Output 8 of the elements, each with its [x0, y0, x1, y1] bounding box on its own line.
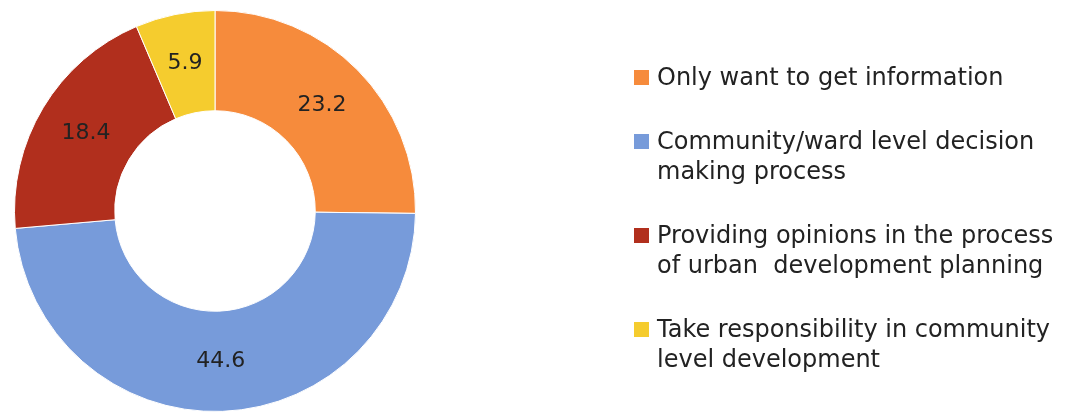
legend-label: Community/ward level decision making process — [657, 126, 1036, 186]
legend-label: Take responsibility in community level development — [657, 314, 1052, 374]
data-label: 44.6 — [196, 346, 246, 372]
data-label: 23.2 — [297, 91, 347, 117]
legend-label: Providing opinions in the process of urban development planning — [657, 220, 1055, 280]
data-label: 18.4 — [61, 119, 111, 145]
legend-label: Only want to get information — [657, 62, 1005, 92]
data-label: 5.9 — [167, 49, 203, 75]
